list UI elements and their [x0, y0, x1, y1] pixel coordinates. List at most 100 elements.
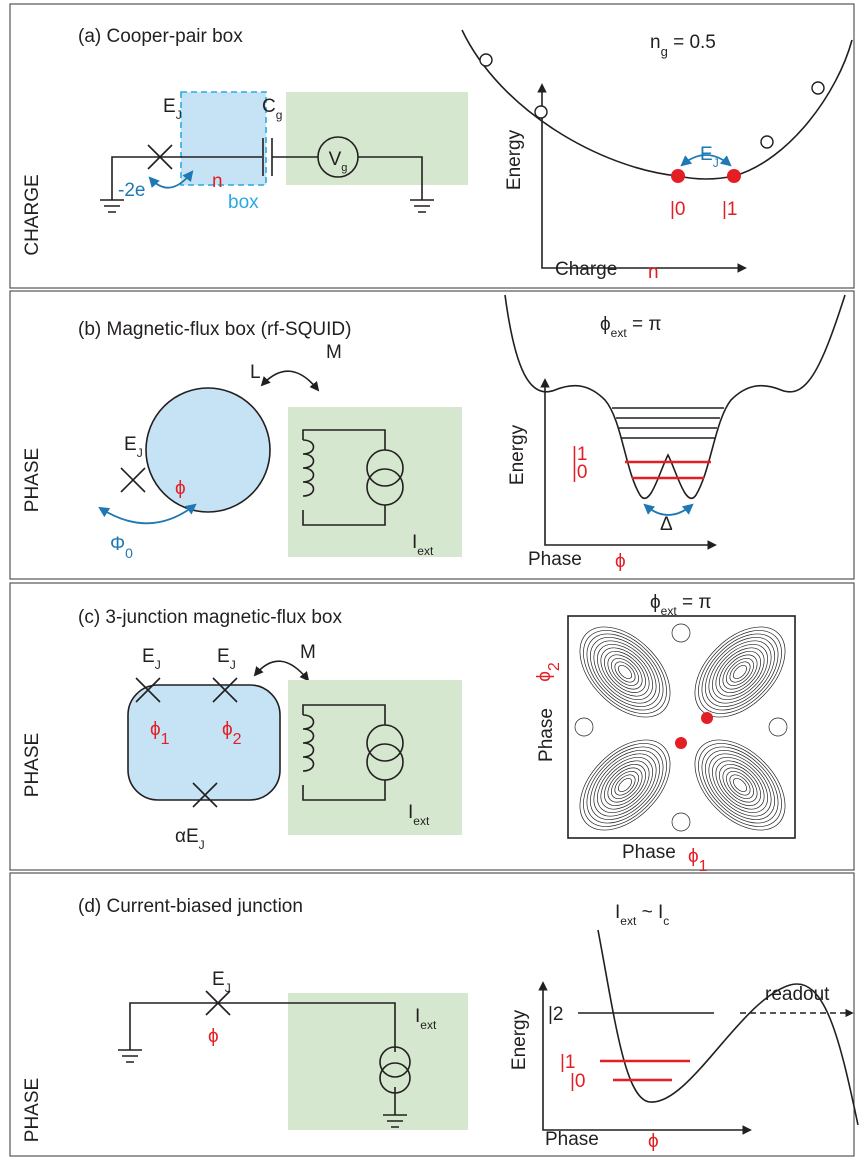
- contour: [574, 717, 594, 737]
- panel-frames: [9, 3, 855, 1157]
- circuit-a: [100, 91, 468, 213]
- label: Δ: [660, 514, 673, 535]
- label: EJ: [163, 96, 182, 122]
- label: Iext ~ Ic: [615, 902, 669, 928]
- label: ϕ1: [688, 846, 708, 875]
- label-part: E: [700, 144, 713, 165]
- contour: [604, 764, 646, 806]
- contour: [715, 760, 765, 810]
- contour: [593, 753, 657, 817]
- label: ng = 0.5: [650, 32, 716, 59]
- contour: [607, 767, 643, 803]
- label-part: E: [212, 969, 225, 990]
- contour: [590, 637, 660, 707]
- label: Charge: [555, 259, 617, 280]
- side-label: CHARGE: [22, 174, 43, 255]
- label-part: ext: [661, 604, 678, 618]
- side-label: PHASE: [22, 733, 43, 797]
- label: n: [648, 262, 659, 283]
- state-dot: [675, 737, 687, 749]
- contour: [590, 750, 660, 820]
- contour: [719, 651, 761, 693]
- label: |0: [570, 1071, 586, 1092]
- label: readout: [765, 984, 830, 1005]
- label-part: ext: [611, 326, 628, 340]
- label: |0: [670, 199, 686, 220]
- label-part: E: [124, 434, 137, 455]
- contour: [729, 661, 751, 683]
- label-part: ϕ: [222, 719, 233, 740]
- label: -2e: [118, 180, 145, 201]
- contour: [618, 778, 632, 792]
- side-label: PHASE: [22, 448, 43, 512]
- label: L: [250, 362, 261, 383]
- label: M: [326, 342, 342, 363]
- label-part: J: [230, 658, 236, 672]
- label-part: = 0.5: [668, 32, 716, 53]
- label: EJ: [124, 434, 143, 460]
- label-part: J: [137, 446, 143, 460]
- label-part: n: [650, 32, 661, 53]
- label-part: I: [408, 802, 413, 823]
- label-part: 0: [125, 545, 133, 561]
- label-part: g: [276, 108, 283, 122]
- label-part: J: [155, 658, 161, 672]
- label: |1: [560, 1052, 576, 1073]
- label: Iext: [415, 1006, 437, 1032]
- label: Energy: [504, 129, 525, 190]
- contour: [618, 665, 632, 679]
- label: Φ0: [110, 534, 133, 561]
- state-dot: [701, 712, 713, 724]
- label-part: E: [142, 646, 155, 667]
- plot-a: [461, 29, 853, 273]
- contour: [733, 665, 747, 679]
- label: ϕ1: [150, 719, 170, 748]
- circuit-c: [127, 660, 462, 835]
- contour: [579, 739, 671, 831]
- label-part: J: [199, 838, 205, 852]
- label: |2: [548, 1004, 564, 1025]
- contour: [600, 647, 650, 697]
- label: n: [212, 171, 223, 192]
- contour: [597, 644, 653, 700]
- label: Phase: [536, 708, 557, 762]
- label: ϕ: [175, 478, 186, 499]
- label: box: [228, 192, 259, 213]
- label: EJ: [142, 646, 161, 672]
- contour: [701, 746, 779, 824]
- panel-title: (c) 3-junction magnetic-flux box: [78, 607, 342, 628]
- label-part: g: [341, 162, 347, 174]
- contour: [614, 774, 636, 796]
- contour: [715, 647, 765, 697]
- contour: [611, 658, 639, 686]
- label: Phase: [528, 549, 582, 570]
- label-part: ϕ: [600, 314, 611, 335]
- contour: [712, 757, 768, 813]
- label: Phase: [545, 1129, 599, 1150]
- label: Cg: [262, 96, 282, 122]
- contour: [701, 633, 779, 711]
- label-part: I: [412, 532, 417, 553]
- label-part: J: [176, 108, 182, 122]
- label: ϕext = π: [650, 592, 711, 618]
- label: Iext: [408, 802, 430, 828]
- label: Iext: [412, 532, 434, 558]
- label-part: J: [713, 156, 719, 170]
- panel-title: (a) Cooper-pair box: [78, 26, 243, 47]
- contour: [712, 644, 768, 700]
- contour: [698, 630, 782, 714]
- panel-title: (d) Current-biased junction: [78, 896, 303, 917]
- label: EJ: [700, 144, 719, 170]
- circuit-b: [98, 370, 462, 557]
- label: ϕ: [648, 1131, 659, 1152]
- label-part: V: [329, 149, 342, 170]
- label: ϕ2: [534, 662, 563, 682]
- label-part: = π: [677, 592, 712, 613]
- contour: [708, 640, 772, 704]
- label: ϕ2: [222, 719, 242, 748]
- label-part: I: [415, 1006, 420, 1027]
- contour: [722, 654, 758, 690]
- label-part: I: [615, 902, 620, 923]
- contour: [586, 746, 664, 824]
